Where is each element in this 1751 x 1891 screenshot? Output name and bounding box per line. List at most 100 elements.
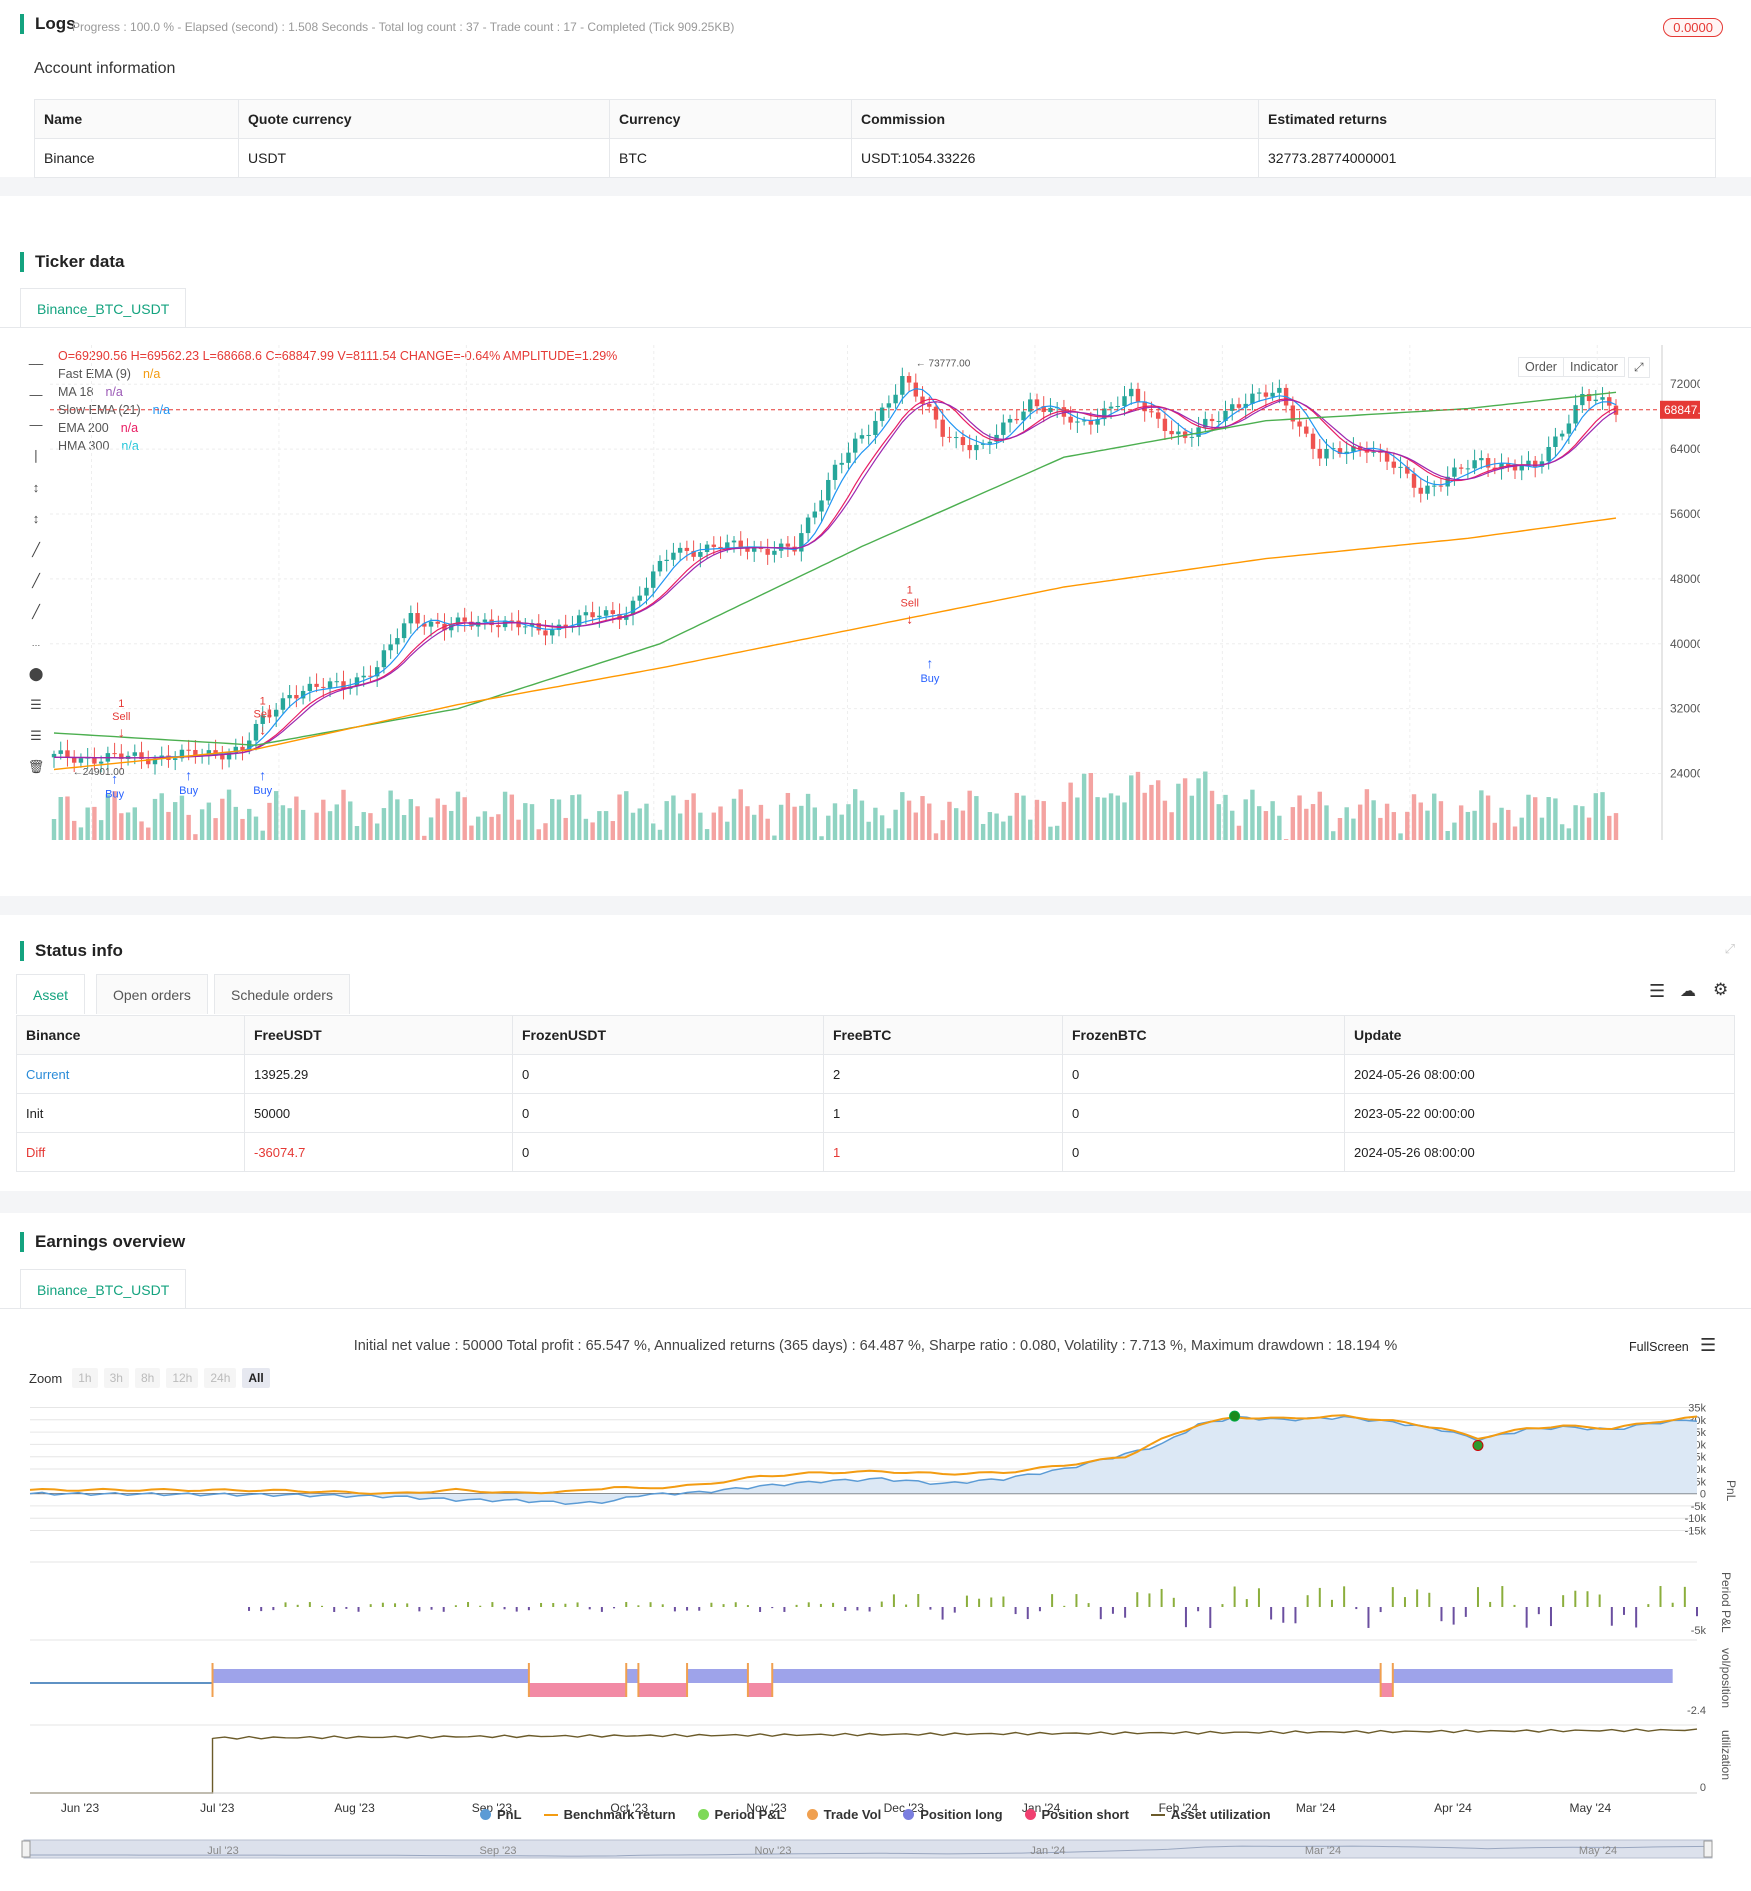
col-update: Update xyxy=(1344,1015,1735,1055)
list-icon[interactable]: ☰ xyxy=(1649,981,1666,1001)
order-button[interactable]: Order xyxy=(1518,357,1564,377)
zoom-24h-button[interactable]: 24h xyxy=(204,1368,237,1388)
candle-body xyxy=(1452,467,1457,477)
candle-body xyxy=(1122,396,1127,406)
vertical-line-icon[interactable]: ∣ xyxy=(32,448,40,463)
fullscreen-button[interactable]: FullScreen xyxy=(1629,1340,1689,1354)
period-pnl-bar xyxy=(333,1607,336,1612)
tab-binance-btc-usdt[interactable]: Binance_BTC_USDT xyxy=(20,288,187,328)
zoom-all-button[interactable]: All xyxy=(242,1368,270,1388)
horizontal-ray-icon[interactable]: — xyxy=(29,417,43,432)
price-line-icon[interactable]: … xyxy=(31,638,41,648)
candle-body xyxy=(799,533,804,552)
volume-bar xyxy=(1553,798,1558,840)
candle-body xyxy=(51,753,57,758)
period-pnl-bar xyxy=(941,1607,944,1620)
period-pnl-bar xyxy=(1598,1594,1601,1607)
tab-earnings-binance-btc-usdt[interactable]: Binance_BTC_USDT xyxy=(20,1269,187,1309)
legend-item[interactable]: Period P&L xyxy=(697,1807,785,1822)
volume-bar xyxy=(1048,826,1053,840)
volume-bar xyxy=(1108,793,1114,840)
volume-bar xyxy=(267,802,272,840)
period-pnl-bar xyxy=(418,1607,421,1612)
candle-body xyxy=(119,753,124,759)
period-pnl-bar xyxy=(503,1607,506,1610)
cloud-download-icon[interactable]: ☁ xyxy=(1680,983,1696,1000)
candle-body xyxy=(1331,448,1336,450)
indicator-button[interactable]: Indicator xyxy=(1563,357,1625,377)
vertical-ray-icon[interactable]: ↕ xyxy=(32,511,40,526)
candle-body xyxy=(78,758,84,763)
zoom-8h-button[interactable]: 8h xyxy=(134,1368,161,1388)
volume-bar xyxy=(78,827,84,840)
candle-body xyxy=(1014,418,1019,421)
volume-bar xyxy=(341,789,346,840)
cell: 0 xyxy=(1062,1132,1345,1172)
candle-body xyxy=(381,650,387,668)
candle-body xyxy=(341,681,346,689)
candle-body xyxy=(509,620,515,622)
candle-body xyxy=(933,406,939,420)
legend-item[interactable]: Asset utilization xyxy=(1150,1807,1271,1822)
volume-bar xyxy=(1196,778,1201,840)
period-pnl-bar xyxy=(442,1607,445,1612)
legend-item[interactable]: Position short xyxy=(1024,1807,1129,1822)
tab-schedule-orders[interactable]: Schedule orders xyxy=(214,974,350,1014)
account-table-row: Binance USDT BTC USDT:1054.33226 32773.2… xyxy=(34,138,1716,178)
zoom-1h-button[interactable]: 1h xyxy=(72,1368,98,1388)
measure-icon[interactable]: ☰ xyxy=(30,728,42,743)
candle-body xyxy=(677,547,683,553)
collapse-icon[interactable]: ⤢ xyxy=(1724,941,1735,956)
gear-icon[interactable]: ⚙ xyxy=(1713,980,1729,999)
indicator-legend-item[interactable]: MA 18 n/a xyxy=(58,385,123,399)
time-tick-label: Dec '23 xyxy=(884,1801,925,1815)
pnl-tick-label: -15k xyxy=(1685,1526,1707,1538)
legend-item[interactable]: Trade Vol xyxy=(806,1807,881,1822)
volume-bar xyxy=(980,823,986,840)
period-pnl-bar xyxy=(588,1607,591,1610)
volume-bar xyxy=(1216,804,1221,840)
vertical-segment-icon[interactable]: ↕ xyxy=(32,480,40,495)
fullscreen-icon[interactable]: ⤢ xyxy=(1628,357,1650,378)
period-pnl-bar xyxy=(1306,1595,1309,1607)
fibonacci-icon[interactable]: ☰ xyxy=(30,697,42,712)
trash-icon[interactable]: 🗑 xyxy=(27,759,45,774)
candle-body xyxy=(139,752,144,760)
candle-body xyxy=(866,434,871,436)
segment-line-icon[interactable]: ╱ xyxy=(32,604,40,619)
legend-item[interactable]: Position long xyxy=(903,1807,1003,1822)
period-pnl-bar xyxy=(381,1602,384,1607)
volume-bar xyxy=(1432,793,1437,840)
indicator-legend-item[interactable]: Fast EMA (9) n/a xyxy=(58,367,160,381)
horizontal-line-icon[interactable]: — xyxy=(29,387,43,402)
ray-line-icon[interactable]: ╱ xyxy=(32,573,40,588)
crosshair-icon[interactable]: –– xyxy=(28,356,44,371)
trend-line-icon[interactable]: ╱ xyxy=(32,542,40,557)
candle-body xyxy=(240,746,245,751)
navigator-line xyxy=(28,1845,1709,1857)
volume-bar xyxy=(226,789,232,840)
tab-asset[interactable]: Asset xyxy=(16,974,86,1014)
candle-body xyxy=(1088,420,1094,425)
volume-bar xyxy=(1155,780,1161,840)
zoom-12h-button[interactable]: 12h xyxy=(166,1368,199,1388)
tab-open-orders[interactable]: Open orders xyxy=(96,974,208,1014)
pnl-tick-label: 0 xyxy=(1700,1489,1706,1501)
parallel-channel-icon[interactable]: ⬤ xyxy=(28,666,44,681)
row-label-current[interactable]: Current xyxy=(16,1054,245,1094)
volume-bar xyxy=(280,805,286,840)
indicator-legend-item[interactable]: EMA 200 n/a xyxy=(58,421,138,435)
volume-bar xyxy=(152,798,158,840)
zoom-3h-button[interactable]: 3h xyxy=(103,1368,129,1388)
candle-body xyxy=(752,547,757,552)
volume-bar xyxy=(92,806,97,840)
legend-item[interactable]: PnL xyxy=(480,1807,522,1822)
candle-body xyxy=(395,638,400,645)
buy-arrow: ↑ xyxy=(926,655,933,671)
candle-body xyxy=(1048,407,1053,412)
position-tick-label: -2.4 xyxy=(1687,1705,1706,1717)
legend-item[interactable]: Benchmark return xyxy=(543,1807,676,1822)
menu-icon[interactable]: ☰ xyxy=(1700,1335,1717,1355)
volume-bar xyxy=(550,798,555,840)
pnl-tick-label: 5k xyxy=(1694,1476,1706,1488)
